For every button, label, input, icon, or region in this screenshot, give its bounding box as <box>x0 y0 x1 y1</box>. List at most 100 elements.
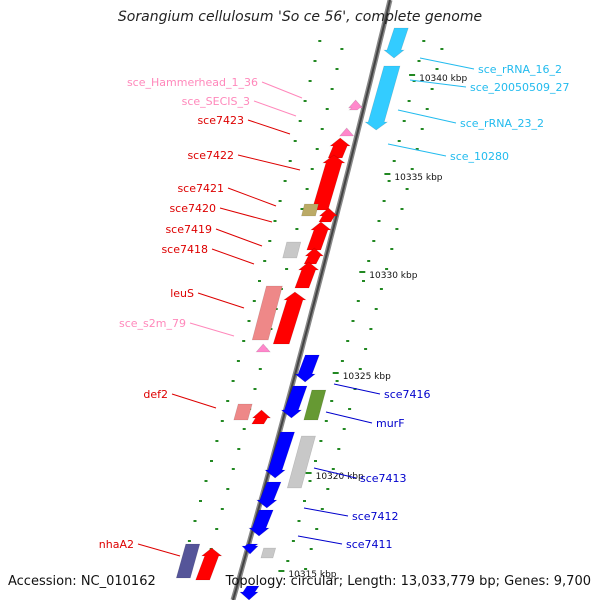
track-tick <box>283 180 287 182</box>
track-tick <box>407 100 411 102</box>
ruler-label: 10340 kbp <box>419 74 467 84</box>
gene-label: sce7413 <box>360 472 407 485</box>
leader-line <box>227 187 277 207</box>
track-tick <box>308 480 312 482</box>
ruler-tick <box>409 74 416 76</box>
track-tick <box>263 260 267 262</box>
track-tick <box>293 140 297 142</box>
track-tick <box>258 280 261 282</box>
track-tick <box>268 240 272 242</box>
ruler-label: 10335 kbp <box>394 173 442 183</box>
leader-line <box>219 207 273 223</box>
track-tick <box>351 320 355 322</box>
gene-sce7420 <box>318 207 339 223</box>
track-tick <box>303 500 306 502</box>
gene-label: def2 <box>143 388 168 401</box>
gene-sce7416-a <box>294 354 320 383</box>
gene-label: sce_10280 <box>450 150 509 163</box>
track-tick <box>440 48 444 50</box>
track-tick <box>220 420 224 422</box>
track-tick <box>305 188 309 190</box>
track-tick <box>340 48 344 50</box>
track-tick <box>215 528 219 530</box>
track-tick <box>226 488 230 490</box>
track-tick <box>420 128 424 130</box>
track-tick <box>314 460 317 462</box>
leader-line <box>419 57 475 70</box>
track-tick <box>237 448 241 450</box>
genome-summary-text: Topology: circular; Length: 13,033,779 b… <box>225 574 591 589</box>
gene-blue-small <box>241 543 259 555</box>
track-tick <box>320 128 324 130</box>
leader-line <box>333 383 381 395</box>
gene-sce7413 <box>264 431 296 479</box>
gene-grey-1 <box>286 435 316 489</box>
track-tick <box>273 220 277 222</box>
track-tick <box>367 260 371 262</box>
track-tick <box>319 440 323 442</box>
gene-label: sce7411 <box>346 538 393 551</box>
track-tick <box>231 468 235 470</box>
track-tick <box>435 68 439 70</box>
track-tick <box>346 340 350 342</box>
gene-def2-b <box>251 409 272 425</box>
track-tick <box>425 108 429 110</box>
leader-line <box>409 79 467 88</box>
leader-line <box>313 467 357 479</box>
track-tick <box>278 200 282 202</box>
track-tick <box>330 88 334 90</box>
ruler-label: 10320 kbp <box>316 472 364 482</box>
gene-murf <box>303 389 327 421</box>
track-tick <box>242 428 246 430</box>
track-tick <box>315 528 319 530</box>
gene-label: sce_rRNA_23_2 <box>460 117 544 130</box>
track-tick <box>387 180 391 182</box>
track-tick <box>356 300 360 302</box>
track-tick <box>335 68 339 70</box>
track-tick <box>310 168 314 170</box>
track-tick <box>402 120 406 122</box>
track-tick <box>204 480 208 482</box>
track-tick <box>291 540 295 542</box>
track-tick <box>392 160 396 162</box>
track-tick <box>374 308 378 310</box>
leader-line <box>189 322 235 337</box>
track-tick <box>285 268 289 270</box>
track-tick <box>199 500 202 502</box>
gene-grey-2 <box>260 547 277 559</box>
leader-line <box>247 119 291 135</box>
track-tick <box>385 268 389 270</box>
gene-label: murF <box>376 417 405 430</box>
leader-line <box>261 81 303 99</box>
track-tick <box>335 380 339 382</box>
ruler-tick <box>305 472 312 474</box>
track-tick <box>362 280 365 282</box>
leader-line <box>325 411 373 424</box>
track-tick <box>215 440 219 442</box>
track-tick <box>300 208 304 210</box>
leader-line <box>237 154 301 171</box>
track-tick <box>410 168 414 170</box>
ruler-tick <box>278 570 285 572</box>
gene-s2m <box>255 343 271 353</box>
track-tick <box>320 508 324 510</box>
leader-line <box>397 109 457 124</box>
gene-nhaa2 <box>195 547 223 581</box>
track-tick <box>210 460 213 462</box>
track-tick <box>236 360 240 362</box>
track-tick <box>220 508 224 510</box>
gene-label: sce7416 <box>384 388 431 401</box>
ruler-tick <box>384 173 391 175</box>
track-tick <box>405 188 409 190</box>
track-tick <box>358 368 362 370</box>
gene-sce7423 <box>327 137 352 159</box>
gene-label: sce7412 <box>352 510 399 523</box>
track-tick <box>372 240 376 242</box>
gene-sce7412 <box>255 481 282 509</box>
gene-label: sce_SECIS_3 <box>182 95 250 108</box>
gene-label: sce_s2m_79 <box>119 317 186 330</box>
track-tick <box>390 248 394 250</box>
leader-line <box>211 248 255 265</box>
